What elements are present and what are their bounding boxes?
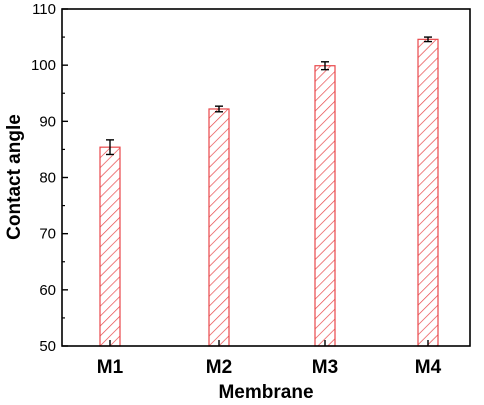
y-axis-title: Contact angle — [4, 114, 25, 240]
error-bar-m4 — [424, 36, 432, 43]
x-category-label-m3: M3 — [312, 357, 338, 378]
y-tick-label: 100 — [31, 57, 56, 74]
error-bar-m3 — [321, 61, 329, 71]
x-category-label-m4: M4 — [415, 357, 442, 378]
bar-m2 — [208, 108, 230, 347]
bar-m3 — [314, 65, 336, 347]
y-tick-label: 90 — [39, 113, 56, 130]
x-axis-title: Membrane — [218, 382, 313, 403]
bars-layer — [99, 38, 439, 347]
y-tick-label: 50 — [39, 338, 56, 355]
bar-m4 — [417, 38, 439, 347]
y-tick-label: 70 — [39, 226, 56, 243]
y-tick-label: 60 — [39, 282, 56, 299]
bar-m1 — [99, 146, 121, 347]
x-category-label-m2: M2 — [206, 357, 232, 378]
error-bar-m1 — [106, 139, 114, 156]
y-axis-ticks: 50 60 70 80 90 100 110 — [31, 1, 68, 355]
x-category-label-m1: M1 — [97, 357, 124, 378]
x-axis-ticks: M1 M2 M3 M4 — [97, 340, 442, 378]
plot-frame — [61, 8, 471, 347]
error-bars-layer — [106, 36, 432, 156]
y-tick-label: 110 — [32, 1, 56, 18]
error-bar-m2 — [215, 105, 223, 113]
y-tick-label: 80 — [39, 170, 56, 187]
